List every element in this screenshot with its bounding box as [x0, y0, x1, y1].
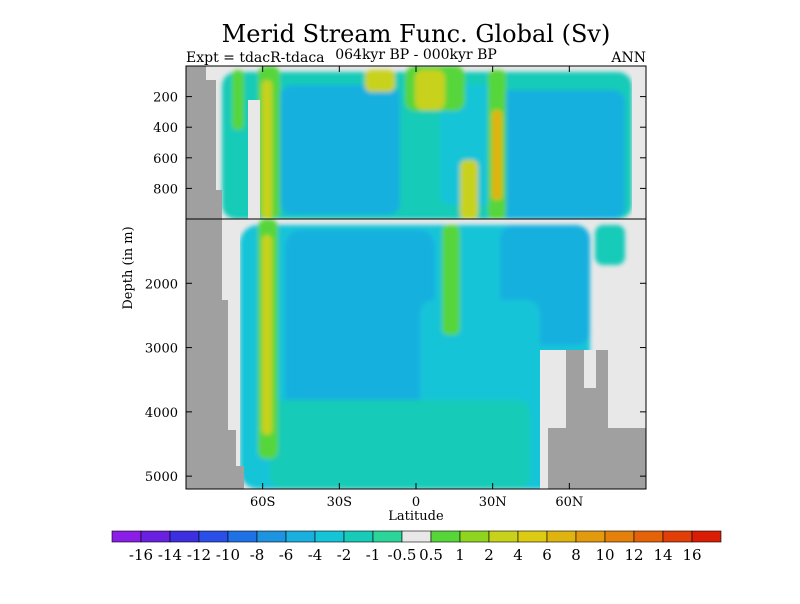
chart-title: Merid Stream Func. Global (Sv)	[222, 20, 611, 48]
colorbar-swatch	[604, 530, 635, 543]
upper-y-tick-label: 400	[153, 121, 178, 136]
experiment-label: Expt = tdacR-tdaca	[186, 50, 325, 66]
colorbar-label: -1	[366, 546, 381, 564]
colorbar-swatch	[546, 530, 577, 543]
colorbar-label: 2	[484, 546, 494, 564]
colorbar-label: 12	[624, 546, 643, 564]
colorbar-swatch	[633, 530, 664, 543]
colorbar-label: 16	[682, 546, 701, 564]
colorbar-swatch	[343, 530, 374, 543]
colorbar-label: 8	[571, 546, 581, 564]
upper-y-tick-label: 800	[153, 182, 178, 197]
lower-land-mask	[186, 219, 244, 489]
upper-no-data-patch	[632, 66, 646, 219]
colorbar-swatch	[111, 530, 142, 543]
lower-y-tick-label: 3000	[145, 342, 178, 357]
colorbar-label: 4	[513, 546, 523, 564]
x-tick-label: 0	[412, 495, 420, 510]
x-tick-label: 60S	[250, 495, 275, 510]
lower-y-tick-label: 4000	[145, 406, 178, 421]
upper-positive-cell	[262, 80, 272, 219]
colorbar-label: 14	[653, 546, 672, 564]
upper-positive-cell	[232, 70, 244, 130]
lower-negative-cell	[285, 230, 435, 430]
upper-negative-cell	[440, 85, 495, 205]
colorbar-label: -2	[337, 546, 352, 564]
x-axis: 60S 30S 0 30N 60N	[250, 66, 583, 510]
upper-y-axis: 200 400 600 800	[153, 91, 646, 197]
x-tick-label: 30S	[327, 495, 352, 510]
lower-y-axis: 2000 3000 4000 5000	[145, 277, 646, 485]
colorbar-swatch	[459, 530, 490, 543]
colorbar-swatch	[140, 530, 171, 543]
colorbar-swatch	[227, 530, 258, 543]
colorbar-label: 10	[595, 546, 614, 564]
colorbar-label: -10	[216, 546, 240, 564]
colorbar-swatch	[517, 530, 548, 543]
lower-panel-field	[186, 219, 646, 489]
lower-positive-cell	[442, 225, 460, 335]
season-label: ANN	[610, 50, 646, 66]
colorbar-swatch	[430, 530, 461, 543]
lower-positive-cell	[262, 235, 272, 435]
colorbar-swatch	[314, 530, 345, 543]
x-tick-label: 30N	[479, 495, 507, 510]
colorbar-label: 0.5	[419, 546, 443, 564]
period-label: 064kyr BP - 000kyr BP	[335, 47, 497, 63]
colorbar-swatch	[285, 530, 316, 543]
y-axis-label: Depth (in m)	[121, 226, 136, 309]
colorbar-swatch	[488, 530, 519, 543]
x-tick-label: 60N	[555, 495, 583, 510]
upper-y-tick-label: 200	[153, 91, 178, 106]
upper-y-tick-label: 600	[153, 152, 178, 167]
lower-y-tick-label: 5000	[145, 470, 178, 485]
colorbar-swatch	[691, 530, 722, 543]
upper-panel-field	[186, 66, 646, 219]
colorbar-swatch	[198, 530, 229, 543]
colorbar-label: -16	[129, 546, 153, 564]
x-axis-label: Latitude	[388, 509, 444, 524]
colorbar-swatch	[575, 530, 606, 543]
upper-land-mask	[186, 66, 222, 219]
upper-negative-cell	[280, 85, 400, 215]
colorbar-swatch	[372, 530, 403, 543]
colorbar-swatch	[401, 530, 432, 543]
colorbar-swatch	[256, 530, 287, 543]
lower-negative-cell	[270, 400, 530, 489]
upper-positive-cell	[415, 70, 445, 110]
colorbar-label: -14	[158, 546, 182, 564]
upper-positive-cell	[365, 70, 395, 92]
upper-positive-cell	[460, 160, 478, 219]
colorbar-label: -8	[250, 546, 265, 564]
lower-positive-cell	[595, 225, 625, 265]
upper-negative-cell	[500, 90, 625, 219]
colorbar-label: 6	[542, 546, 552, 564]
upper-positive-cell	[492, 110, 502, 200]
lower-y-tick-label: 2000	[145, 277, 178, 292]
colorbar: -16 -14 -12 -10 -8 -6 -4 -2 -1 -0.5 0.5 1 2 4 6 8 10 12 14…	[111, 530, 722, 564]
colorbar-label: -4	[308, 546, 323, 564]
colorbar-swatch	[169, 530, 200, 543]
upper-no-data-patch	[248, 100, 260, 219]
colorbar-swatch	[662, 530, 693, 543]
colorbar-label: -12	[187, 546, 211, 564]
lower-land-mask	[548, 350, 646, 489]
colorbar-label: 1	[455, 546, 465, 564]
colorbar-label: -6	[279, 546, 294, 564]
colorbar-label: -0.5	[388, 546, 417, 564]
